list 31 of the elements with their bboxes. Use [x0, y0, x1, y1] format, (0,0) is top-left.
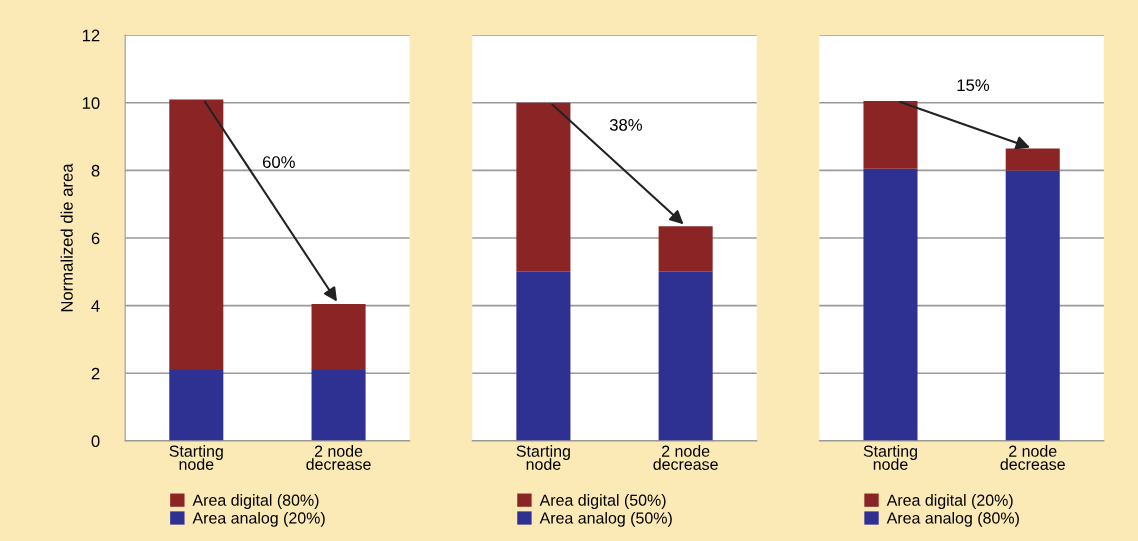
- y-tick-label: 8: [91, 164, 100, 177]
- x-tick-label: 2 node decrease: [1000, 445, 1065, 470]
- x-tick-label: Starting node: [863, 445, 917, 470]
- y-axis-title: Normalized die area: [60, 163, 73, 312]
- bar: [1005, 148, 1060, 171]
- x-tick-label: Starting node: [516, 445, 570, 470]
- bar: [169, 99, 224, 370]
- annotation: 38%: [609, 118, 642, 131]
- bar: [863, 101, 918, 169]
- y-tick-label: 10: [82, 97, 100, 109]
- bar: [863, 168, 918, 441]
- bar: [311, 303, 366, 370]
- legend-label: Area digital (80%): [192, 494, 319, 509]
- annotation: 15%: [957, 79, 990, 92]
- legend-label: Area analog (80%): [886, 511, 1019, 527]
- legend-label: Area analog (50%): [539, 511, 672, 527]
- y-tick-label: 2: [91, 367, 100, 380]
- legend-label: Area digital (50%): [539, 494, 666, 509]
- y-tick-label: 4: [91, 300, 100, 312]
- y-tick-label: 12: [82, 29, 100, 42]
- x-tick-label: Starting node: [169, 445, 223, 470]
- bar: [311, 369, 366, 441]
- legend-label: Area analog (20%): [192, 511, 325, 527]
- x-tick-label: 2 node decrease: [653, 445, 718, 470]
- y-tick-label: 0: [91, 435, 100, 448]
- legend-label: Area digital (20%): [886, 494, 1013, 509]
- y-tick-label: 6: [91, 232, 100, 245]
- bar: [1005, 170, 1060, 441]
- bar: [169, 369, 224, 441]
- x-tick-label: 2 node decrease: [306, 445, 371, 470]
- annotation: 60%: [262, 156, 295, 168]
